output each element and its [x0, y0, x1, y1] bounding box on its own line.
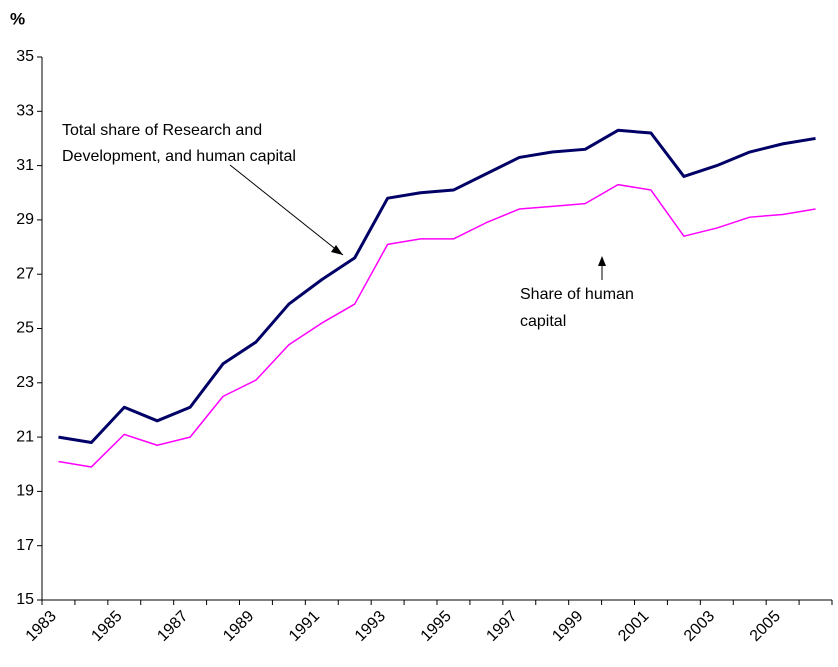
- x-tick-label: 1993: [352, 608, 389, 645]
- y-tick-label: 35: [16, 48, 34, 65]
- annotation: Share of human: [520, 286, 634, 303]
- y-tick-label: 25: [16, 320, 34, 337]
- y-tick-label: 21: [16, 428, 34, 445]
- x-tick-label: 2003: [681, 608, 718, 645]
- x-tick-label: 1989: [220, 608, 257, 645]
- y-tick-label: 31: [16, 157, 34, 174]
- x-tick-label: 1997: [483, 608, 520, 645]
- x-tick-label: 1995: [418, 608, 455, 645]
- annotation: capital: [520, 313, 566, 330]
- x-tick-label: 1991: [286, 608, 323, 645]
- y-tick-label: 15: [16, 591, 34, 608]
- arrowhead: [331, 245, 343, 255]
- x-tick-label: 1987: [154, 608, 191, 645]
- y-tick-label: 29: [16, 211, 34, 228]
- y-tick-label: 27: [16, 265, 34, 282]
- arrow: [229, 164, 344, 256]
- series-line: [58, 183, 816, 468]
- y-tick-label: 33: [16, 103, 34, 120]
- annotation: Total share of Research and: [62, 122, 262, 139]
- y-axis-label: %: [10, 9, 25, 28]
- annotation: Development, and human capital: [62, 148, 296, 165]
- x-tick-label: 1983: [23, 608, 60, 645]
- y-tick-label: 23: [16, 374, 34, 391]
- series-line: [58, 128, 816, 445]
- x-tick-label: 2005: [747, 608, 784, 645]
- x-tick-label: 2001: [615, 608, 652, 645]
- arrowhead: [598, 256, 606, 266]
- x-tick-label: 1985: [88, 608, 125, 645]
- y-tick-label: 19: [16, 483, 34, 500]
- x-tick-label: 1999: [549, 608, 586, 645]
- y-tick-label: 17: [16, 537, 34, 554]
